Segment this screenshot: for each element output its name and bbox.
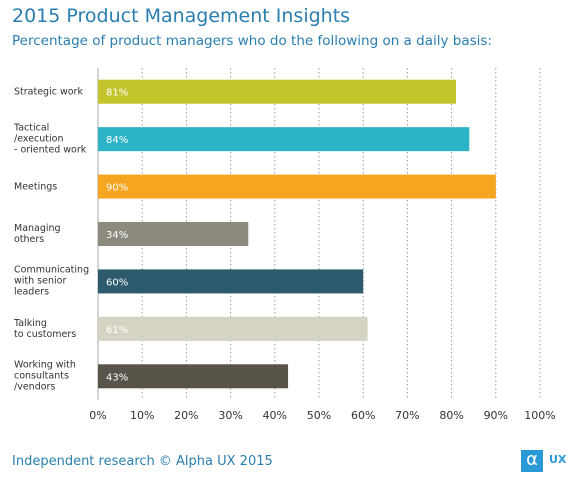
logo-text: UX bbox=[549, 453, 567, 466]
value-label: 43% bbox=[106, 372, 128, 383]
x-tick-label: 100% bbox=[524, 409, 555, 422]
x-tick-label: 60% bbox=[351, 409, 375, 422]
value-label: 61% bbox=[106, 325, 128, 336]
x-tick-label: 40% bbox=[263, 409, 287, 422]
bar bbox=[98, 174, 496, 199]
value-label: 34% bbox=[106, 230, 128, 241]
logo-symbol: α bbox=[521, 450, 543, 472]
value-label: 60% bbox=[106, 277, 128, 288]
x-tick-label: 10% bbox=[130, 409, 154, 422]
value-label: 84% bbox=[106, 135, 128, 146]
category-label: Communicating with senior leaders bbox=[14, 264, 90, 298]
category-label: Strategic work bbox=[14, 86, 83, 98]
x-tick-label: 20% bbox=[174, 409, 198, 422]
bar bbox=[98, 364, 289, 389]
value-label: 81% bbox=[106, 88, 128, 99]
subtitle: Percentage of product managers who do th… bbox=[12, 33, 492, 49]
x-tick-label: 0% bbox=[89, 409, 106, 422]
category-label: Tactical /execution - oriented work bbox=[14, 122, 87, 156]
bar bbox=[98, 269, 364, 294]
x-tick-label: 80% bbox=[439, 409, 463, 422]
bar bbox=[98, 222, 249, 246]
bar bbox=[98, 79, 457, 104]
bar bbox=[98, 127, 470, 152]
x-tick-label: 90% bbox=[484, 409, 508, 422]
category-label: Meetings bbox=[14, 181, 58, 193]
bar bbox=[98, 316, 368, 341]
category-label: Managing others bbox=[14, 223, 61, 245]
title: 2015 Product Management Insights bbox=[12, 5, 351, 27]
footer: Independent research © Alpha UX 2015 bbox=[12, 454, 273, 469]
value-label: 90% bbox=[106, 183, 128, 194]
x-tick-label: 70% bbox=[395, 409, 419, 422]
category-label: Talking to customers bbox=[14, 317, 77, 340]
x-tick-label: 30% bbox=[218, 409, 242, 422]
x-tick-label: 50% bbox=[307, 409, 331, 422]
category-label: Working with consultants /vendors bbox=[14, 359, 76, 393]
